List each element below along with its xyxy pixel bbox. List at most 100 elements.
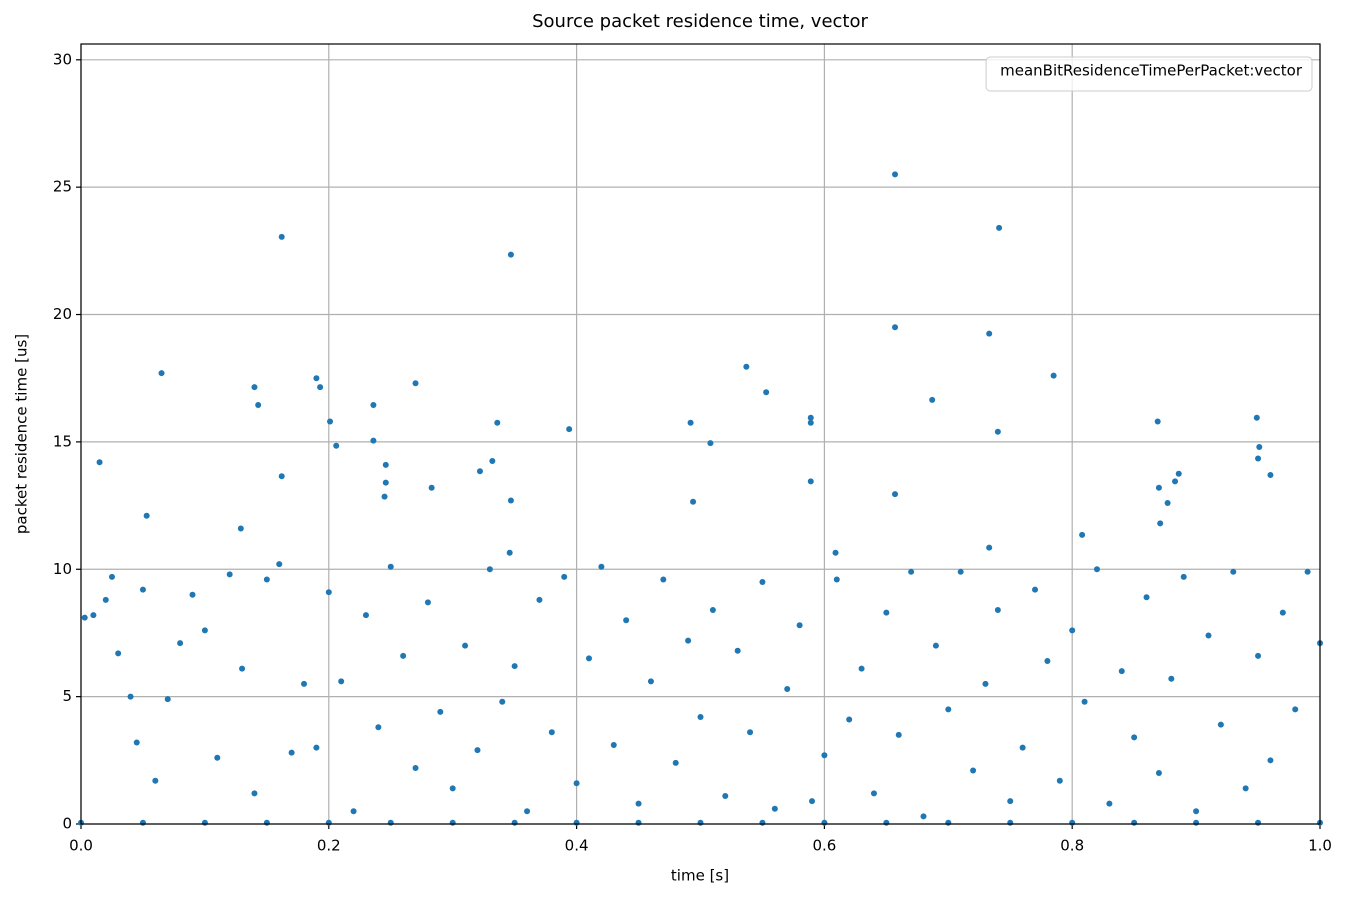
point <box>158 370 165 377</box>
point <box>507 251 514 258</box>
point <box>226 571 233 578</box>
point <box>1172 478 1179 485</box>
point <box>474 747 481 754</box>
point <box>647 678 654 685</box>
point <box>1081 698 1088 705</box>
point <box>381 493 388 500</box>
point <box>1007 798 1014 805</box>
point <box>325 819 332 826</box>
point <box>994 607 1001 614</box>
point <box>1267 757 1274 764</box>
point <box>672 759 679 766</box>
point <box>115 650 122 657</box>
point <box>1256 443 1263 450</box>
point <box>201 627 208 634</box>
point <box>573 780 580 787</box>
point <box>1069 819 1076 826</box>
point <box>697 714 704 721</box>
point <box>489 458 496 465</box>
point <box>883 609 890 616</box>
x-tick-label: 0.6 <box>812 837 836 855</box>
point <box>143 512 150 519</box>
point <box>807 478 814 485</box>
point <box>276 561 283 568</box>
point <box>833 576 840 583</box>
point <box>610 742 617 749</box>
point <box>548 729 555 736</box>
point <box>1056 777 1063 784</box>
y-tick-label: 0 <box>62 815 72 833</box>
point <box>375 724 382 731</box>
y-tick-label: 25 <box>53 178 72 196</box>
point <box>1267 472 1274 479</box>
point <box>1175 470 1182 477</box>
legend-box <box>985 56 1313 92</box>
point <box>494 419 501 426</box>
point <box>623 617 630 624</box>
point <box>821 752 828 759</box>
x-tick-label: 0.2 <box>317 837 341 855</box>
point <box>846 716 853 723</box>
chart-title: Source packet residence time, vector <box>532 11 868 32</box>
point <box>524 808 531 815</box>
point <box>325 589 332 596</box>
point <box>139 819 146 826</box>
point <box>635 819 642 826</box>
point <box>892 171 899 178</box>
point <box>387 819 394 826</box>
point <box>1154 418 1161 425</box>
point <box>807 414 814 421</box>
point <box>1242 785 1249 792</box>
point <box>462 642 469 649</box>
legend-label: meanBitResidenceTimePerPacket:vector <box>1000 62 1303 80</box>
point <box>382 479 389 486</box>
point <box>288 749 295 756</box>
point <box>255 401 262 408</box>
point <box>317 384 324 391</box>
point <box>327 418 334 425</box>
point <box>722 792 729 799</box>
x-tick-label: 0.8 <box>1060 837 1084 855</box>
point <box>1155 770 1162 777</box>
point <box>1205 632 1212 639</box>
point <box>152 777 159 784</box>
point <box>333 442 340 449</box>
point <box>506 549 513 556</box>
point <box>536 596 543 603</box>
point <box>338 678 345 685</box>
point <box>1044 657 1051 664</box>
point <box>313 375 320 382</box>
point <box>1253 414 1260 421</box>
x-tick-label: 1.0 <box>1308 837 1332 855</box>
point <box>908 568 915 575</box>
point <box>139 586 146 593</box>
point <box>239 665 246 672</box>
point <box>687 419 694 426</box>
point <box>685 637 692 644</box>
point <box>412 764 419 771</box>
point <box>832 549 839 556</box>
point <box>870 790 877 797</box>
point <box>1255 652 1262 659</box>
point <box>996 224 1003 231</box>
point <box>201 819 208 826</box>
x-tick-label: 0.0 <box>69 837 93 855</box>
point <box>214 754 221 761</box>
point <box>945 819 952 826</box>
point <box>635 800 642 807</box>
point <box>929 396 936 403</box>
point <box>108 573 115 580</box>
point <box>1143 594 1150 601</box>
point <box>747 729 754 736</box>
point <box>476 468 483 475</box>
point <box>263 576 270 583</box>
point <box>759 819 766 826</box>
point <box>771 805 778 812</box>
point <box>986 544 993 551</box>
point <box>1106 800 1113 807</box>
x-tick-label: 0.4 <box>565 837 589 855</box>
y-tick-label: 20 <box>53 305 72 323</box>
point <box>164 696 171 703</box>
point <box>1230 568 1237 575</box>
